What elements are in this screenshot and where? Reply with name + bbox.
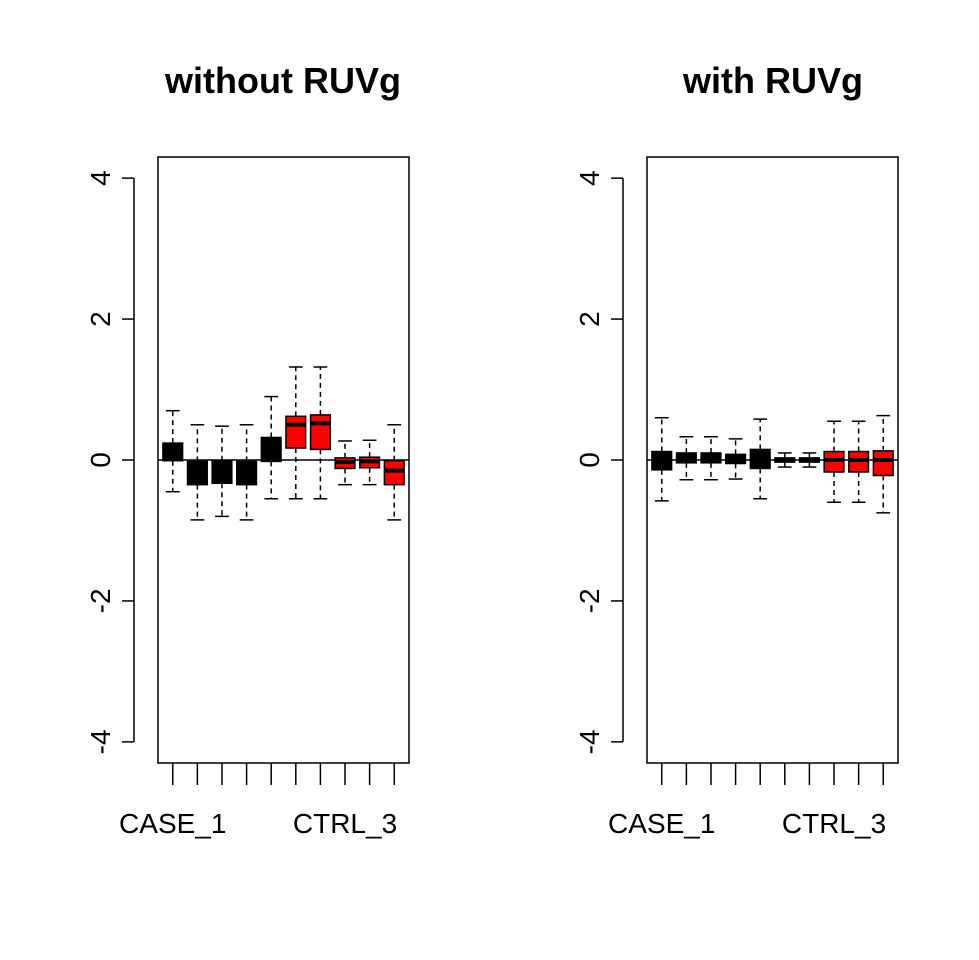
box-6	[285, 366, 307, 500]
box-1	[162, 409, 184, 493]
y-tick-label: 0	[85, 452, 116, 468]
y-tick-label: 0	[574, 452, 605, 468]
box-5	[749, 418, 771, 500]
x-tick-label: CTRL_3	[782, 808, 886, 839]
y-tick-label: 2	[85, 311, 116, 327]
box-7	[798, 452, 821, 468]
chart-title: with RUVg	[682, 60, 863, 101]
y-tick-label: -4	[85, 729, 116, 754]
box-body	[383, 459, 405, 486]
box-3	[211, 425, 233, 518]
box-2	[186, 424, 208, 521]
box-4	[724, 438, 747, 480]
box-body	[285, 415, 307, 449]
box-8	[334, 440, 356, 486]
chart-panel-1: without RUVg -4 -2 0 2 4 CASE_1 CTRL_3	[85, 60, 410, 839]
box-2	[675, 435, 697, 481]
box-10	[383, 424, 405, 521]
y-tick-label: -4	[574, 729, 605, 754]
box-9	[359, 439, 381, 486]
y-tick-label: 2	[574, 311, 605, 327]
chart-title: without RUVg	[164, 60, 401, 101]
box-body	[309, 414, 332, 451]
box-1	[651, 416, 673, 502]
x-tick-label: CASE_1	[608, 808, 715, 839]
box-10	[872, 414, 894, 514]
y-tick-label: 4	[85, 170, 116, 186]
y-tick-label: -2	[85, 588, 116, 613]
x-tick-label: CASE_1	[119, 808, 226, 839]
box-3	[700, 435, 722, 481]
box-4	[235, 424, 258, 521]
box-5	[260, 395, 282, 500]
x-tick-label: CTRL_3	[293, 808, 397, 839]
box-7	[309, 366, 332, 500]
y-tick-label: 4	[574, 170, 605, 186]
y-tick-label: -2	[574, 588, 605, 613]
box-body	[872, 450, 894, 477]
box-8	[823, 420, 845, 504]
box-9	[848, 420, 870, 504]
chart-panel-2: with RUVg -4 -2 0 2 4 CASE_1 CTRL_3	[574, 60, 899, 839]
box-6	[774, 452, 796, 468]
